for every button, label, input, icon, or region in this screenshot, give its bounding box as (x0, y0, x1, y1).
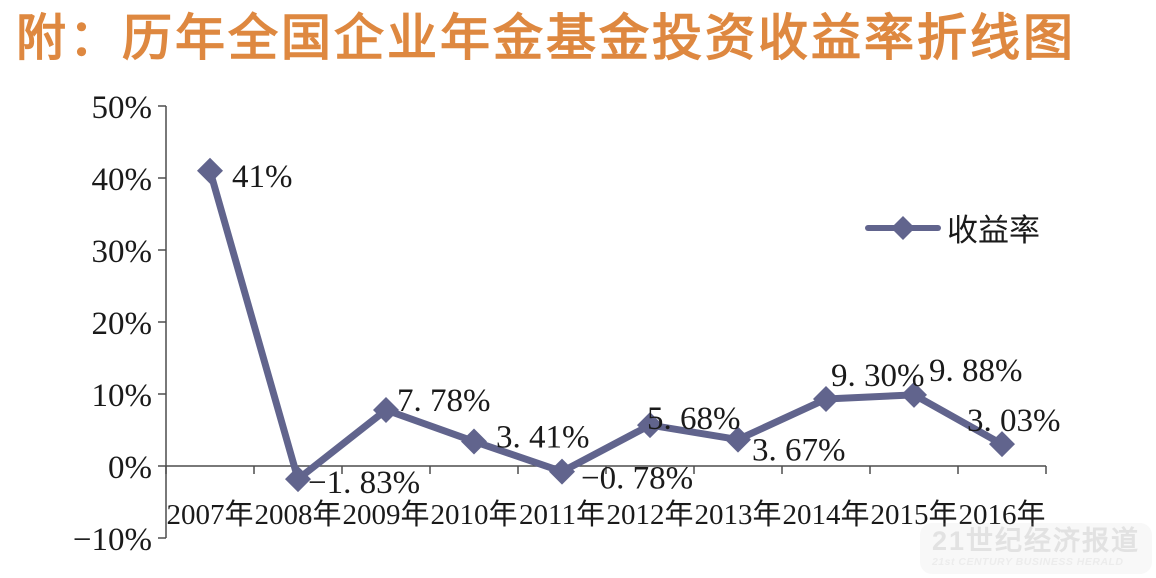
data-point-label: 9. 30% (831, 358, 925, 394)
watermark-chinese-text: 21世纪经济报道 (931, 526, 1140, 556)
data-point-label: 3. 41% (496, 419, 590, 455)
data-point-label: −0. 78% (581, 461, 693, 497)
data-point-label: 5. 68% (647, 401, 741, 437)
x-axis-tick-label: 2012年 (606, 498, 693, 531)
x-axis-tick-label: 2007年 (166, 498, 253, 531)
data-point-marker (725, 426, 751, 453)
series-line (206, 167, 1006, 483)
data-point-label: 7. 78% (397, 383, 491, 419)
x-axis-tick-label: 2010年 (430, 498, 517, 531)
data-point-label: 9. 88% (929, 353, 1023, 389)
data-point-marker (461, 428, 487, 455)
y-axis-tick-label: 30% (92, 234, 153, 270)
data-point-label: 3. 03% (967, 403, 1061, 439)
x-axis-tick-label: 2015年 (870, 498, 957, 531)
x-axis-tick-label: 2011年 (519, 498, 605, 531)
data-point-marker (285, 466, 311, 493)
legend-label: 收益率 (947, 213, 1040, 248)
y-axis-tick-label: 20% (92, 306, 153, 342)
data-point-marker (989, 431, 1015, 458)
y-axis-tick-label: −10% (73, 522, 152, 558)
y-axis-tick-label: 0% (108, 450, 152, 486)
x-axis-tick-label: 2013年 (694, 498, 781, 531)
data-point-marker (813, 386, 839, 413)
page-title: 附：历年全国企业年金基金投资收益率折线图 (16, 10, 1076, 66)
data-point-marker (901, 381, 927, 408)
data-point-label: −1. 83% (308, 465, 420, 501)
x-axis-tick-label: 2009年 (342, 498, 429, 531)
watermark-english-text: 21st CENTURY BUSINESS HERALD (931, 556, 1124, 568)
x-axis-tick-label: 2008年 (254, 498, 341, 531)
y-axis-tick-label: 10% (92, 378, 153, 414)
data-point-marker (197, 157, 223, 184)
y-axis-tick-label: 40% (92, 162, 153, 198)
data-point-label: 3. 67% (752, 433, 846, 469)
data-point-marker (637, 412, 663, 439)
data-point-marker (373, 396, 399, 423)
data-point-marker (549, 458, 575, 485)
legend-marker-icon (891, 216, 915, 240)
x-axis-tick-label: 2014年 (782, 498, 869, 531)
watermark-21cbh: 21世纪经济报道 21st CENTURY BUSINESS HERALD (919, 523, 1152, 574)
y-axis-tick-label: 50% (92, 90, 153, 126)
x-axis-tick-label: 2016年 (958, 498, 1045, 531)
data-point-label: 41% (232, 159, 293, 195)
